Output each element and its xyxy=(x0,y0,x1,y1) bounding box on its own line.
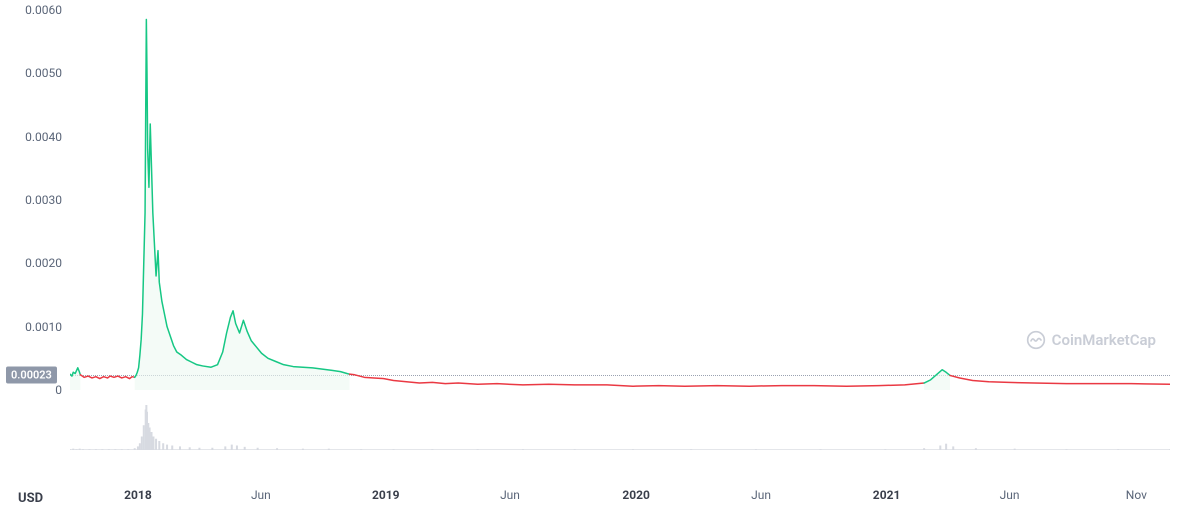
x-tick-label: 2020 xyxy=(622,488,650,502)
chart-svg xyxy=(70,10,1170,450)
y-tick-label: 0.0010 xyxy=(25,320,62,334)
price-chart[interactable]: 0 0.0010 0.0020 0.0030 0.0040 0.0050 0.0060 0.… xyxy=(0,0,1184,510)
x-tick-label: 2021 xyxy=(873,488,901,502)
currency-label: USD xyxy=(18,491,43,506)
x-tick-label: Jun xyxy=(500,488,520,502)
x-tick-label: Jun xyxy=(1000,488,1020,502)
x-axis: 2018 Jun 2019 Jun 2020 Jun 2021 Jun Nov xyxy=(0,484,1184,510)
y-tick-label: 0.0050 xyxy=(25,66,62,80)
x-tick-label: 2019 xyxy=(372,488,400,502)
y-axis: 0 0.0010 0.0020 0.0030 0.0040 0.0050 0.0060 xyxy=(0,0,70,460)
x-tick-label: 2018 xyxy=(124,488,152,502)
y-tick-label: 0 xyxy=(55,383,62,397)
x-tick-label: Nov xyxy=(1126,488,1147,502)
x-tick-label: Jun xyxy=(751,488,771,502)
y-tick-label: 0.0040 xyxy=(25,130,62,144)
y-tick-label: 0.0060 xyxy=(25,3,62,17)
plot-area[interactable]: CoinMarketCap xyxy=(70,10,1170,450)
y-tick-label: 0.0030 xyxy=(25,193,62,207)
x-tick-label: Jun xyxy=(251,488,271,502)
y-tick-label: 0.0020 xyxy=(25,256,62,270)
reference-price-badge: 0.00023 xyxy=(6,367,57,384)
